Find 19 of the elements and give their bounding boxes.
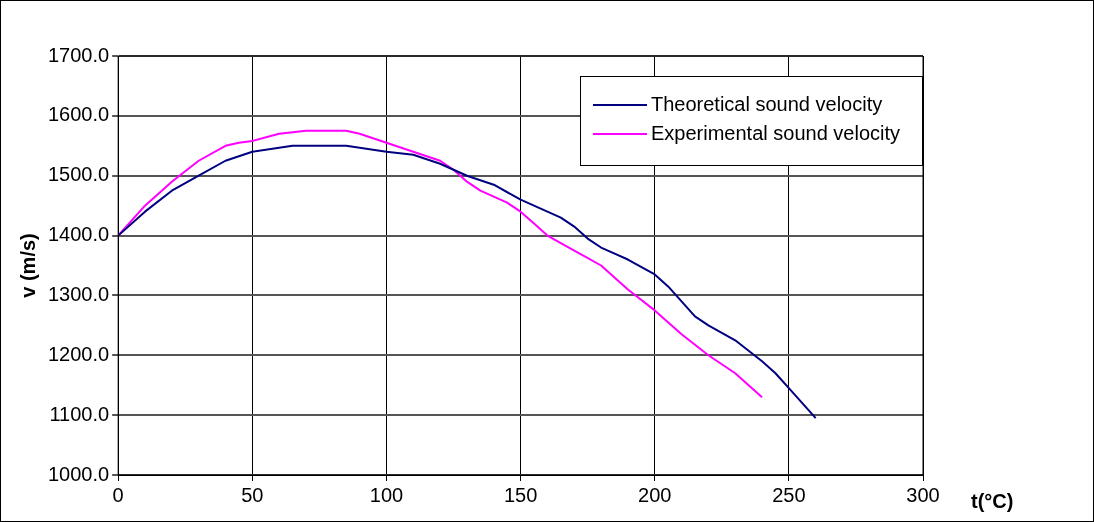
y-tick-label: 1100.0 (49, 402, 110, 425)
y-tick-label: 1600.0 (48, 103, 110, 126)
y-tick-label: 1400.0 (48, 223, 110, 246)
x-tick-label: 150 (503, 483, 538, 506)
legend-label: Theoretical sound velocity (651, 93, 883, 116)
y-tick-label: 1700.0 (48, 43, 110, 66)
x-tick-label: 0 (112, 483, 124, 506)
y-tick-label: 1000.0 (48, 462, 110, 485)
y-tick-label: 1500.0 (48, 163, 110, 186)
y-axis-title: v (m/s) (16, 233, 39, 298)
y-tick-label: 1200.0 (48, 342, 110, 365)
x-tick-label: 50 (241, 483, 264, 506)
y-tick-label: 1300.0 (48, 282, 110, 305)
x-tick-label: 200 (638, 483, 672, 506)
legend-label: Experimental sound velocity (651, 122, 901, 145)
x-tick-label: 250 (772, 483, 806, 506)
x-tick-label: 100 (369, 483, 404, 506)
x-tick-label: 300 (906, 483, 940, 506)
x-axis-title: t(°C) (971, 489, 1014, 512)
